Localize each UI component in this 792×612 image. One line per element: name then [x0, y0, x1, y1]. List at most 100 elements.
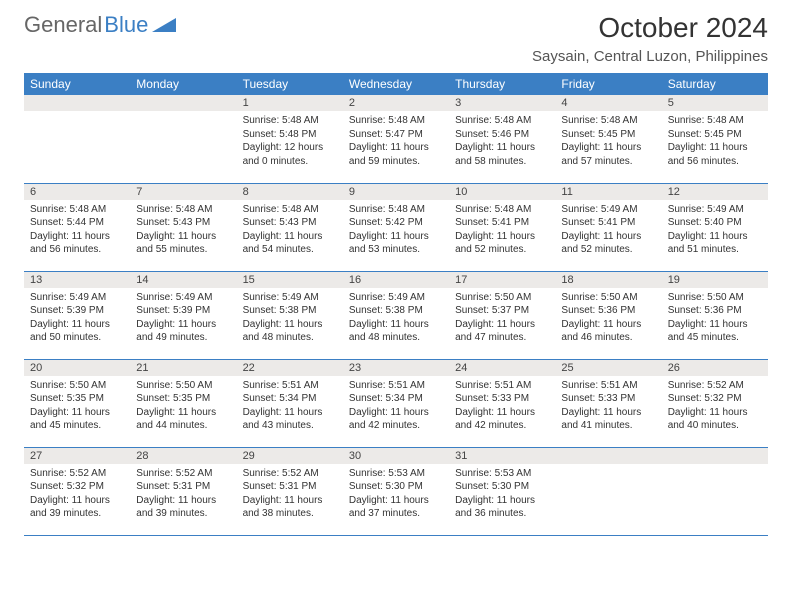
header: GeneralBlue October 2024 Saysain, Centra…	[24, 12, 768, 65]
calendar-day-cell: 23Sunrise: 5:51 AMSunset: 5:34 PMDayligh…	[343, 359, 449, 447]
day-content: Sunrise: 5:49 AMSunset: 5:38 PMDaylight:…	[343, 288, 449, 349]
sunrise-line: Sunrise: 5:51 AM	[455, 379, 549, 393]
location: Saysain, Central Luzon, Philippines	[532, 48, 768, 65]
calendar-day-cell: 28Sunrise: 5:52 AMSunset: 5:31 PMDayligh…	[130, 447, 236, 535]
sunrise-line: Sunrise: 5:52 AM	[136, 467, 230, 481]
weekday-header: Friday	[555, 73, 661, 95]
day-number: 6	[24, 184, 130, 200]
weekday-header: Tuesday	[237, 73, 343, 95]
day-content: Sunrise: 5:51 AMSunset: 5:34 PMDaylight:…	[343, 376, 449, 437]
daylight-line: Daylight: 11 hours and 51 minutes.	[668, 230, 762, 257]
day-number: 5	[662, 95, 768, 111]
sunrise-line: Sunrise: 5:49 AM	[243, 291, 337, 305]
sunrise-line: Sunrise: 5:49 AM	[668, 203, 762, 217]
day-number: 11	[555, 184, 661, 200]
sunset-line: Sunset: 5:33 PM	[561, 392, 655, 406]
calendar-day-cell: 6Sunrise: 5:48 AMSunset: 5:44 PMDaylight…	[24, 183, 130, 271]
calendar-day-cell: 2Sunrise: 5:48 AMSunset: 5:47 PMDaylight…	[343, 95, 449, 183]
sunset-line: Sunset: 5:34 PM	[243, 392, 337, 406]
calendar-day-cell: 12Sunrise: 5:49 AMSunset: 5:40 PMDayligh…	[662, 183, 768, 271]
calendar-week-row: 27Sunrise: 5:52 AMSunset: 5:32 PMDayligh…	[24, 447, 768, 535]
day-content	[555, 464, 661, 514]
day-number	[662, 448, 768, 464]
calendar-day-cell: 22Sunrise: 5:51 AMSunset: 5:34 PMDayligh…	[237, 359, 343, 447]
calendar-day-cell: 17Sunrise: 5:50 AMSunset: 5:37 PMDayligh…	[449, 271, 555, 359]
sunrise-line: Sunrise: 5:48 AM	[668, 114, 762, 128]
calendar-day-cell: 18Sunrise: 5:50 AMSunset: 5:36 PMDayligh…	[555, 271, 661, 359]
sunset-line: Sunset: 5:35 PM	[136, 392, 230, 406]
day-number: 16	[343, 272, 449, 288]
calendar-day-cell: 13Sunrise: 5:49 AMSunset: 5:39 PMDayligh…	[24, 271, 130, 359]
sunset-line: Sunset: 5:32 PM	[668, 392, 762, 406]
sunrise-line: Sunrise: 5:52 AM	[668, 379, 762, 393]
day-number	[555, 448, 661, 464]
daylight-line: Daylight: 11 hours and 42 minutes.	[349, 406, 443, 433]
daylight-line: Daylight: 11 hours and 36 minutes.	[455, 494, 549, 521]
sunset-line: Sunset: 5:41 PM	[455, 216, 549, 230]
daylight-line: Daylight: 11 hours and 39 minutes.	[30, 494, 124, 521]
day-content: Sunrise: 5:48 AMSunset: 5:45 PMDaylight:…	[662, 111, 768, 172]
daylight-line: Daylight: 11 hours and 49 minutes.	[136, 318, 230, 345]
daylight-line: Daylight: 11 hours and 59 minutes.	[349, 141, 443, 168]
calendar-day-cell: 5Sunrise: 5:48 AMSunset: 5:45 PMDaylight…	[662, 95, 768, 183]
calendar-day-cell	[555, 447, 661, 535]
calendar-day-cell: 7Sunrise: 5:48 AMSunset: 5:43 PMDaylight…	[130, 183, 236, 271]
day-number: 28	[130, 448, 236, 464]
daylight-line: Daylight: 11 hours and 41 minutes.	[561, 406, 655, 433]
sunrise-line: Sunrise: 5:49 AM	[30, 291, 124, 305]
sunset-line: Sunset: 5:41 PM	[561, 216, 655, 230]
sunset-line: Sunset: 5:43 PM	[136, 216, 230, 230]
month-title: October 2024	[532, 12, 768, 44]
day-number: 18	[555, 272, 661, 288]
sunset-line: Sunset: 5:38 PM	[243, 304, 337, 318]
weekday-header: Thursday	[449, 73, 555, 95]
sunrise-line: Sunrise: 5:48 AM	[455, 114, 549, 128]
daylight-line: Daylight: 11 hours and 47 minutes.	[455, 318, 549, 345]
sunset-line: Sunset: 5:39 PM	[136, 304, 230, 318]
calendar-day-cell	[24, 95, 130, 183]
daylight-line: Daylight: 11 hours and 58 minutes.	[455, 141, 549, 168]
day-content: Sunrise: 5:49 AMSunset: 5:39 PMDaylight:…	[130, 288, 236, 349]
sunrise-line: Sunrise: 5:50 AM	[136, 379, 230, 393]
title-block: October 2024 Saysain, Central Luzon, Phi…	[532, 12, 768, 65]
sunset-line: Sunset: 5:38 PM	[349, 304, 443, 318]
sunrise-line: Sunrise: 5:49 AM	[136, 291, 230, 305]
calendar-day-cell: 3Sunrise: 5:48 AMSunset: 5:46 PMDaylight…	[449, 95, 555, 183]
day-number	[24, 95, 130, 111]
calendar-day-cell: 16Sunrise: 5:49 AMSunset: 5:38 PMDayligh…	[343, 271, 449, 359]
daylight-line: Daylight: 11 hours and 45 minutes.	[668, 318, 762, 345]
calendar-day-cell: 20Sunrise: 5:50 AMSunset: 5:35 PMDayligh…	[24, 359, 130, 447]
day-number: 1	[237, 95, 343, 111]
weekday-header: Wednesday	[343, 73, 449, 95]
day-content: Sunrise: 5:48 AMSunset: 5:43 PMDaylight:…	[237, 200, 343, 261]
sunrise-line: Sunrise: 5:50 AM	[30, 379, 124, 393]
day-content: Sunrise: 5:53 AMSunset: 5:30 PMDaylight:…	[343, 464, 449, 525]
sunset-line: Sunset: 5:44 PM	[30, 216, 124, 230]
sunset-line: Sunset: 5:30 PM	[349, 480, 443, 494]
sunrise-line: Sunrise: 5:48 AM	[349, 114, 443, 128]
day-number: 23	[343, 360, 449, 376]
daylight-line: Daylight: 11 hours and 50 minutes.	[30, 318, 124, 345]
day-number: 12	[662, 184, 768, 200]
sunset-line: Sunset: 5:37 PM	[455, 304, 549, 318]
sunrise-line: Sunrise: 5:50 AM	[668, 291, 762, 305]
daylight-line: Daylight: 11 hours and 38 minutes.	[243, 494, 337, 521]
day-content: Sunrise: 5:51 AMSunset: 5:34 PMDaylight:…	[237, 376, 343, 437]
daylight-line: Daylight: 11 hours and 42 minutes.	[455, 406, 549, 433]
weekday-header: Saturday	[662, 73, 768, 95]
day-number: 17	[449, 272, 555, 288]
sunrise-line: Sunrise: 5:52 AM	[30, 467, 124, 481]
calendar-day-cell: 19Sunrise: 5:50 AMSunset: 5:36 PMDayligh…	[662, 271, 768, 359]
sunrise-line: Sunrise: 5:51 AM	[349, 379, 443, 393]
day-number: 30	[343, 448, 449, 464]
sunrise-line: Sunrise: 5:49 AM	[349, 291, 443, 305]
sunset-line: Sunset: 5:43 PM	[243, 216, 337, 230]
day-number: 8	[237, 184, 343, 200]
day-content: Sunrise: 5:48 AMSunset: 5:47 PMDaylight:…	[343, 111, 449, 172]
day-number: 29	[237, 448, 343, 464]
calendar-day-cell: 21Sunrise: 5:50 AMSunset: 5:35 PMDayligh…	[130, 359, 236, 447]
sunset-line: Sunset: 5:34 PM	[349, 392, 443, 406]
calendar-day-cell: 10Sunrise: 5:48 AMSunset: 5:41 PMDayligh…	[449, 183, 555, 271]
sunset-line: Sunset: 5:45 PM	[561, 128, 655, 142]
day-number: 10	[449, 184, 555, 200]
